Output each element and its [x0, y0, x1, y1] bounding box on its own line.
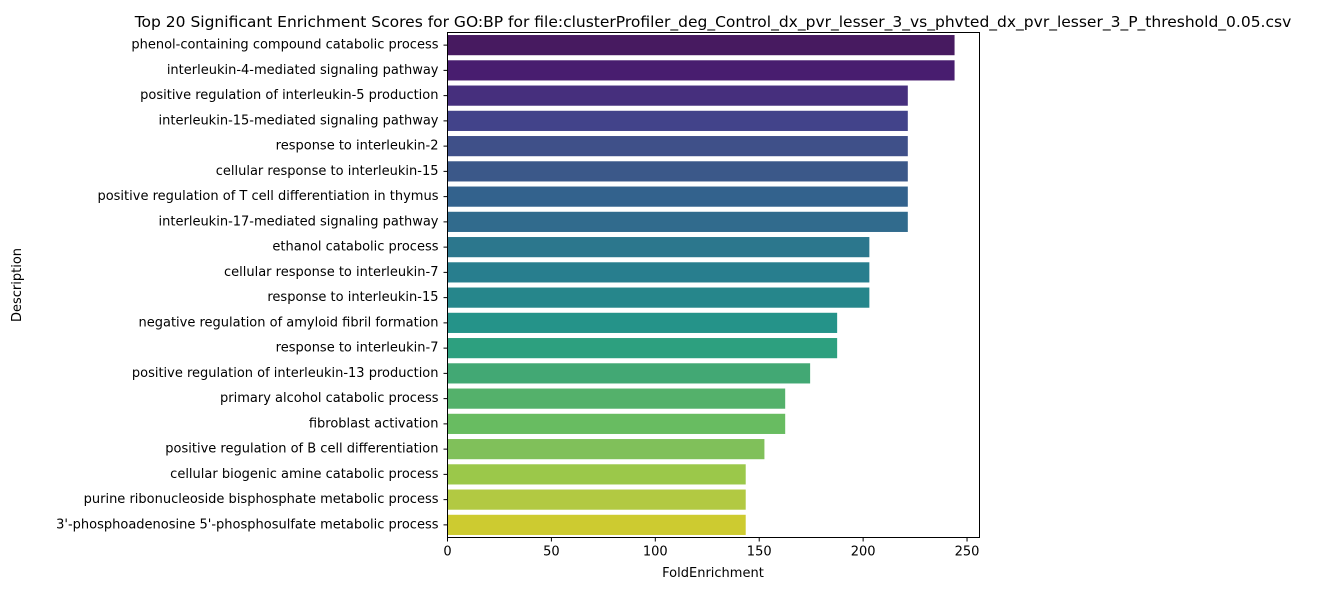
bar — [447, 237, 870, 258]
x-tick-label: 250 — [955, 545, 980, 560]
bar — [447, 287, 870, 308]
chart-title: Top 20 Significant Enrichment Scores for… — [134, 13, 1292, 32]
y-tick-label: cellular biogenic amine catabolic proces… — [170, 467, 439, 482]
y-tick-label: interleukin-15-mediated signaling pathwa… — [159, 113, 439, 128]
x-tick-label: 150 — [747, 545, 772, 560]
bar — [447, 85, 908, 106]
y-tick-label: interleukin-4-mediated signaling pathway — [167, 63, 439, 78]
bars-group — [447, 35, 955, 535]
x-axis-ticks: 0 50 100 150 200 250 — [443, 537, 980, 560]
y-tick-label: purine ribonucleoside bisphosphate metab… — [84, 492, 439, 507]
bar — [447, 110, 908, 131]
plot-frame — [447, 32, 980, 538]
bar — [447, 338, 838, 359]
y-axis-label: Description — [10, 248, 25, 322]
y-tick-label: primary alcohol catabolic process — [220, 391, 439, 406]
bar — [447, 439, 765, 460]
bar — [447, 35, 955, 56]
y-tick-label: negative regulation of amyloid fibril fo… — [138, 315, 438, 330]
bar — [447, 464, 746, 485]
y-tick-label: cellular response to interleukin-15 — [216, 164, 439, 179]
y-tick-label: positive regulation of T cell differenti… — [97, 189, 438, 204]
y-axis-ticks: phenol-containing compound catabolic pro… — [56, 38, 448, 532]
x-tick-label: 50 — [543, 545, 560, 560]
bar — [447, 186, 908, 207]
y-tick-label: response to interleukin-15 — [267, 290, 438, 305]
bar — [447, 388, 786, 409]
y-tick-label: cellular response to interleukin-7 — [224, 265, 439, 280]
bar — [447, 60, 955, 81]
bar — [447, 413, 786, 434]
x-tick-label: 0 — [443, 545, 451, 560]
bar — [447, 312, 838, 333]
x-tick-label: 100 — [643, 545, 668, 560]
bar — [447, 514, 746, 535]
y-tick-label: response to interleukin-7 — [276, 341, 439, 356]
bar — [447, 262, 870, 283]
bar — [447, 211, 908, 232]
y-tick-label: interleukin-17-mediated signaling pathwa… — [159, 214, 439, 229]
bar — [447, 363, 811, 384]
x-tick-label: 200 — [851, 545, 876, 560]
y-tick-label: positive regulation of interleukin-13 pr… — [132, 366, 439, 381]
y-tick-label: phenol-containing compound catabolic pro… — [131, 38, 438, 53]
bar — [447, 161, 908, 182]
y-tick-label: 3'-phosphoadenosine 5'-phosphosulfate me… — [56, 517, 439, 532]
y-tick-label: fibroblast activation — [309, 416, 439, 431]
bar — [447, 489, 746, 510]
y-tick-label: ethanol catabolic process — [272, 240, 438, 255]
y-tick-label: response to interleukin-2 — [276, 139, 439, 154]
x-axis-label: FoldEnrichment — [662, 566, 764, 581]
y-tick-label: positive regulation of B cell differenti… — [165, 442, 438, 457]
y-tick-label: positive regulation of interleukin-5 pro… — [140, 88, 438, 103]
bar — [447, 136, 908, 157]
